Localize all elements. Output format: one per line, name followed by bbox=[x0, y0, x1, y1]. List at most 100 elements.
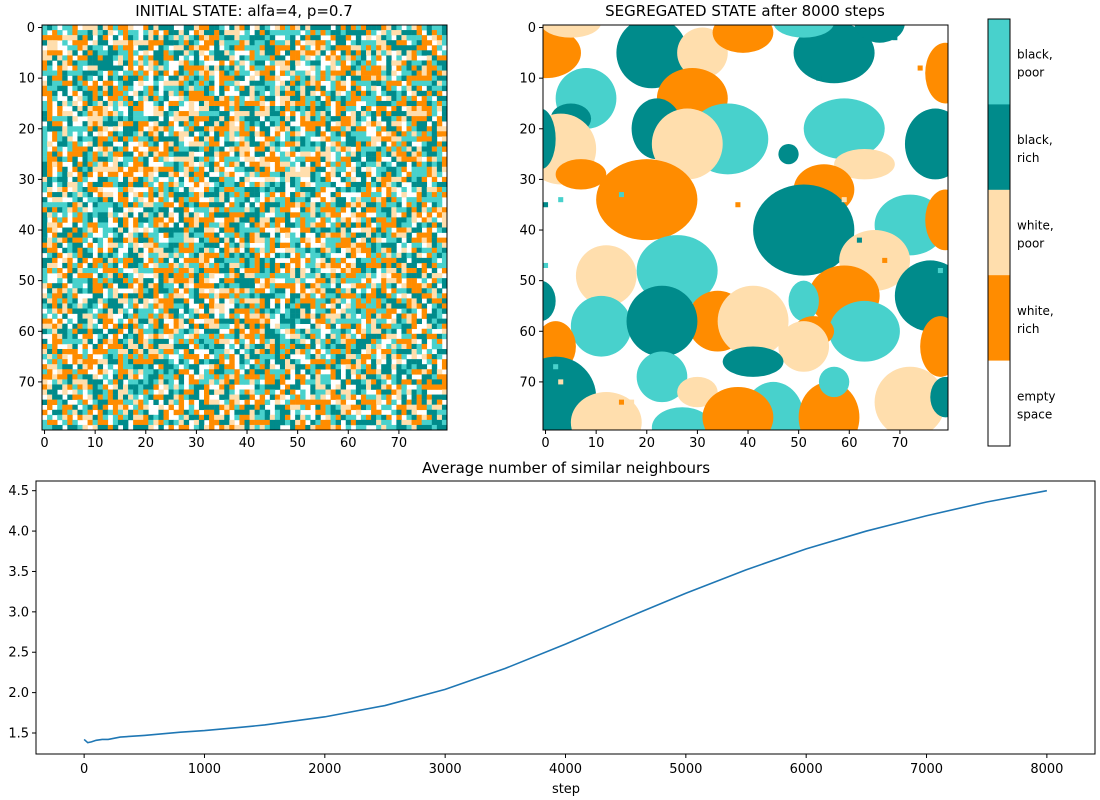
cell bbox=[254, 333, 260, 340]
cell bbox=[72, 298, 78, 304]
cell bbox=[153, 369, 159, 375]
cell bbox=[82, 252, 88, 259]
cell bbox=[386, 217, 392, 223]
cell bbox=[249, 106, 255, 112]
cell bbox=[229, 192, 235, 198]
cell bbox=[133, 161, 139, 168]
cell bbox=[441, 141, 448, 147]
cell bbox=[350, 70, 357, 76]
cell bbox=[178, 278, 185, 284]
cell bbox=[123, 404, 129, 411]
cell bbox=[381, 126, 387, 132]
cell bbox=[153, 379, 159, 385]
cell bbox=[254, 106, 260, 112]
cell bbox=[234, 374, 240, 380]
cell bbox=[173, 45, 179, 51]
cell bbox=[82, 364, 88, 370]
cell bbox=[133, 166, 139, 173]
cell bbox=[204, 268, 210, 274]
cell bbox=[52, 90, 58, 97]
cell bbox=[366, 369, 372, 375]
cell bbox=[204, 116, 210, 122]
cell bbox=[77, 126, 83, 132]
cell bbox=[249, 161, 255, 168]
cell bbox=[279, 318, 286, 324]
cell bbox=[224, 116, 230, 122]
cell bbox=[295, 90, 301, 97]
cell bbox=[219, 75, 225, 81]
cell bbox=[143, 369, 149, 375]
cell bbox=[274, 171, 281, 178]
cell bbox=[97, 389, 104, 395]
cell bbox=[259, 45, 266, 51]
cell bbox=[143, 181, 149, 188]
cell bbox=[62, 217, 68, 223]
cell bbox=[163, 262, 169, 269]
cell bbox=[173, 30, 179, 36]
cell bbox=[72, 146, 78, 152]
cell bbox=[143, 212, 149, 218]
cell bbox=[259, 308, 266, 314]
cell bbox=[360, 151, 367, 157]
cell bbox=[360, 333, 367, 340]
cell bbox=[290, 247, 296, 254]
cell bbox=[315, 404, 321, 411]
cell bbox=[315, 354, 321, 360]
cell bbox=[123, 50, 129, 56]
cell bbox=[330, 313, 336, 319]
cell bbox=[436, 318, 443, 324]
cell bbox=[163, 111, 169, 117]
cell bbox=[198, 50, 205, 56]
cell bbox=[112, 95, 119, 102]
cell bbox=[376, 121, 382, 127]
cell bbox=[128, 45, 134, 51]
cell bbox=[254, 151, 260, 157]
cell bbox=[345, 343, 352, 350]
cell bbox=[62, 399, 68, 405]
cell bbox=[254, 171, 260, 178]
cell bbox=[112, 161, 119, 168]
cell bbox=[269, 75, 276, 81]
cell bbox=[295, 202, 301, 208]
cell bbox=[52, 232, 58, 238]
cell bbox=[411, 252, 417, 259]
cell bbox=[158, 131, 164, 137]
cell bbox=[436, 25, 443, 31]
cell bbox=[279, 65, 286, 71]
cell bbox=[57, 80, 63, 87]
cell bbox=[310, 35, 316, 41]
cell bbox=[117, 146, 124, 152]
cell bbox=[107, 166, 114, 173]
cell bbox=[295, 106, 301, 112]
cell bbox=[188, 80, 195, 87]
cell bbox=[401, 268, 407, 274]
cell bbox=[72, 369, 78, 375]
cell bbox=[209, 35, 215, 41]
cell bbox=[138, 349, 144, 355]
cell bbox=[254, 181, 260, 188]
cell bbox=[396, 111, 402, 117]
cell bbox=[92, 288, 98, 294]
cell bbox=[401, 207, 407, 213]
cell bbox=[320, 181, 326, 188]
cell bbox=[300, 293, 306, 299]
cell bbox=[386, 399, 392, 405]
cell bbox=[441, 85, 448, 92]
cell bbox=[310, 60, 316, 66]
cell bbox=[107, 121, 114, 127]
cell bbox=[350, 151, 357, 157]
cell bbox=[57, 192, 63, 198]
cell bbox=[209, 273, 215, 279]
cell bbox=[295, 25, 301, 31]
cell bbox=[441, 308, 448, 314]
cell bbox=[335, 242, 341, 249]
cell bbox=[345, 227, 352, 233]
cell bbox=[244, 298, 250, 304]
cell bbox=[264, 283, 271, 289]
cell bbox=[426, 384, 433, 390]
cell bbox=[386, 65, 392, 71]
cell bbox=[153, 151, 159, 157]
cell bbox=[178, 338, 185, 345]
cell bbox=[320, 166, 326, 173]
cell bbox=[224, 131, 230, 137]
